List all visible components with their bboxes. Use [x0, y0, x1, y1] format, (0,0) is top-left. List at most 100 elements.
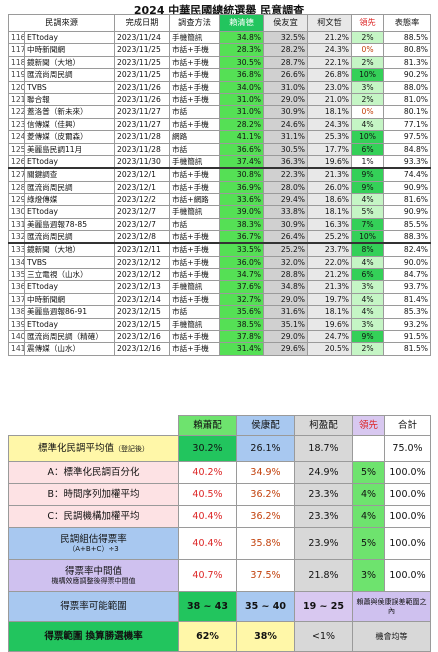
- lai-cell: 31.0%: [219, 105, 265, 119]
- summary-label: 標準化民調平均值（登記後）: [8, 435, 179, 462]
- source-cell: 鏡新聞（大地）: [23, 55, 116, 70]
- row-number: 136: [8, 280, 25, 294]
- summary-row: 得票範圍 換算勝選機率 62% 38% <1% 機會均等: [8, 621, 431, 652]
- source-cell: 蓋洛普（新未來）: [23, 105, 116, 119]
- ko-cell: 21.3%: [307, 280, 353, 294]
- rate-cell: 90.2%: [383, 68, 432, 82]
- lead-cell: 2%: [351, 342, 385, 356]
- table-row: 120 TVBS 2023/11/26 市話+手機 34.0% 31.0% 23.0% 3% 8…: [8, 80, 432, 94]
- lai-cell: 36.9%: [219, 180, 265, 194]
- row-number: 134: [8, 255, 25, 270]
- table-row: 126 ETtoday 2023/11/30 手機簡訊 37.4% 36.3% 19.6% 1…: [8, 154, 432, 169]
- lead-cell: 8%: [351, 242, 385, 257]
- summary-lai: 62%: [178, 621, 237, 652]
- row-number: 117: [8, 43, 25, 57]
- summary-header-lai: 賴蕭配: [178, 415, 237, 436]
- summary-row: B：時間序列加權平均 40.5% 36.2% 23.3% 4% 100.0%: [8, 483, 431, 506]
- summary-ko: 23.3%: [294, 505, 353, 528]
- rate-cell: 84.8%: [383, 142, 432, 156]
- summary-hou: 26.1%: [236, 435, 295, 462]
- summary-label: 民調組估得票率 （A+B+C）÷3: [8, 527, 179, 560]
- summary-label: A：標準化民調百分化: [8, 461, 179, 484]
- row-number: 138: [8, 305, 25, 319]
- lead-cell: 4%: [351, 305, 385, 319]
- rate-cell: 90.9%: [383, 180, 432, 194]
- table-row: 117 中時新聞網 2023/11/25 市話+手機 28.3% 28.2% 24.3% 0%…: [8, 43, 432, 57]
- lai-cell: 37.4%: [219, 154, 265, 169]
- row-number: 140: [8, 329, 25, 344]
- summary-label-text: 得票率中間值: [64, 566, 122, 577]
- lead-cell: 4%: [351, 192, 385, 207]
- date-cell: 2023/11/28: [114, 142, 171, 156]
- source-cell: ETtoday: [23, 30, 116, 45]
- header-hou: 侯友宜: [263, 14, 309, 32]
- source-cell: 中時新聞網: [23, 292, 116, 307]
- table-row: 141 震傳媒（山水） 2023/12/16 市話+手機 31.4% 29.6% 20.5%…: [8, 342, 432, 356]
- hou-cell: 22.3%: [263, 167, 309, 182]
- lead-cell: 4%: [351, 255, 385, 270]
- date-cell: 2023/11/25: [114, 43, 171, 57]
- ko-cell: 21.0%: [307, 92, 353, 107]
- lead-cell: 5%: [351, 205, 385, 219]
- lead-cell: 0%: [351, 105, 385, 119]
- lai-cell: 36.8%: [219, 68, 265, 82]
- method-cell: 市話+網路: [169, 192, 221, 207]
- rate-cell: 81.5%: [383, 342, 432, 356]
- summary-label-text: B：時間序列加權平均: [47, 489, 140, 500]
- hou-cell: 28.0%: [263, 180, 309, 194]
- lead-cell: 3%: [351, 317, 385, 332]
- date-cell: 2023/12/1: [114, 167, 171, 182]
- summary-lai: 40.2%: [178, 461, 237, 484]
- table-row: 119 匯流尚周民調 2023/11/25 市話+手機 36.8% 26.6% 26.8% 1…: [8, 68, 432, 82]
- method-cell: 手機簡訊: [169, 205, 221, 219]
- summary-total: 100.0%: [384, 483, 431, 506]
- lai-cell: 35.6%: [219, 305, 265, 319]
- summary-label: 得票率可能範圍: [8, 591, 179, 622]
- rate-cell: 74.4%: [383, 167, 432, 182]
- summary-lai: 30.2%: [178, 435, 237, 462]
- lead-cell: 2%: [351, 30, 385, 45]
- table-row: 129 綠燈傳媒 2023/12/2 市話+網路 33.6% 29.4% 18.6% 4% 81…: [8, 192, 432, 207]
- method-cell: 市話+手機: [169, 292, 221, 307]
- method-cell: 市話+手機: [169, 80, 221, 94]
- method-cell: 市話+手機: [169, 255, 221, 270]
- source-cell: 中時新聞網: [23, 43, 116, 57]
- source-cell: 震傳媒（山水）: [23, 342, 116, 356]
- ko-cell: 24.7%: [307, 329, 353, 344]
- hou-cell: 29.6%: [263, 342, 309, 356]
- hou-cell: 31.0%: [263, 80, 309, 94]
- hou-cell: 28.8%: [263, 268, 309, 282]
- lead-cell: 9%: [351, 329, 385, 344]
- rate-cell: 93.3%: [383, 154, 432, 169]
- row-number: 120: [8, 80, 25, 94]
- summary-lead: 4%: [352, 483, 385, 506]
- source-cell: 匯流尚周民調（精確）: [23, 329, 116, 344]
- summary-ko: 23.9%: [294, 527, 353, 560]
- date-cell: 2023/11/24: [114, 30, 171, 45]
- lai-cell: 28.3%: [219, 43, 265, 57]
- lead-cell: 10%: [351, 230, 385, 244]
- source-cell: 三立電視（山水）: [23, 268, 116, 282]
- method-cell: 市話+手機: [169, 117, 221, 132]
- lai-cell: 31.0%: [219, 92, 265, 107]
- method-cell: 市話+手機: [169, 92, 221, 107]
- table-row: 121 聯合報 2023/11/26 市話+手機 31.0% 29.0% 21.0% 2% 81…: [8, 92, 432, 107]
- summary-body: 賴蕭配 侯康配 柯盈配 領先 合計 標準化民調平均值（登記後） 30.2% 26.1% 18.7…: [8, 415, 431, 652]
- poll-header-row: 民調來源 完成日期 調查方法 賴清德 侯友宜 柯文哲 領先 表態率: [7, 14, 432, 32]
- summary-total: 100.0%: [384, 461, 431, 484]
- summary-header-total: 合計: [384, 415, 431, 436]
- hou-cell: 29.4%: [263, 192, 309, 207]
- hou-cell: 28.7%: [263, 55, 309, 70]
- summary-label-note: 機構效應調整後得票中間值: [51, 577, 136, 585]
- summary-ko: 21.8%: [294, 559, 353, 592]
- rate-cell: 82.4%: [383, 242, 432, 257]
- rate-cell: 88.5%: [383, 30, 432, 45]
- lai-cell: 37.6%: [219, 280, 265, 294]
- hou-cell: 36.3%: [263, 154, 309, 169]
- hou-cell: 28.2%: [263, 43, 309, 57]
- lai-cell: 30.8%: [219, 167, 265, 182]
- date-cell: 2023/11/30: [114, 154, 171, 169]
- lead-cell: 6%: [351, 142, 385, 156]
- lai-cell: 38.5%: [219, 317, 265, 332]
